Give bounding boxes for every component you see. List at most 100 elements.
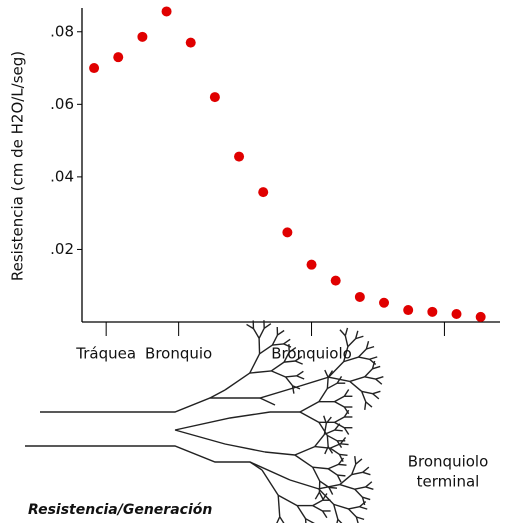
branch [343, 409, 350, 418]
branch [279, 516, 285, 523]
point [89, 63, 100, 74]
branch [314, 445, 331, 449]
branch [343, 406, 350, 415]
y-tick-label: .08 [50, 22, 74, 40]
branch [338, 454, 344, 462]
branch [366, 345, 375, 350]
branch [351, 463, 357, 475]
branch [365, 341, 370, 350]
branch [327, 434, 338, 442]
branch [299, 411, 320, 423]
branch [361, 497, 366, 506]
branch [358, 356, 370, 360]
branch [339, 474, 353, 486]
branch [323, 415, 327, 424]
branch [334, 395, 345, 403]
branch [347, 338, 357, 348]
branch [252, 328, 260, 339]
branch [314, 491, 321, 500]
branch [291, 385, 295, 394]
branch [343, 389, 350, 397]
branch [333, 503, 349, 510]
branch [312, 504, 323, 512]
branch [294, 454, 314, 468]
point [137, 31, 148, 42]
point [209, 92, 220, 103]
branch [312, 466, 321, 482]
branch [372, 393, 380, 400]
branch [294, 360, 303, 365]
branch [354, 488, 363, 498]
branch [296, 375, 305, 380]
branch [365, 401, 373, 408]
point [306, 259, 317, 270]
branch [358, 348, 367, 358]
airway-branches [224, 320, 384, 523]
point [475, 311, 486, 322]
annotation: terminal [417, 473, 480, 491]
branch [283, 351, 290, 363]
branch [312, 499, 323, 507]
x-tick-label: Tráquea [75, 345, 136, 363]
branch [362, 466, 370, 473]
branch [364, 376, 376, 380]
branch [365, 481, 373, 488]
branch [328, 486, 338, 489]
branch [261, 469, 279, 496]
branch [292, 385, 301, 390]
point [403, 305, 414, 316]
branch [364, 401, 367, 410]
point [234, 151, 245, 162]
point [161, 6, 172, 17]
branch [321, 493, 328, 501]
branch [299, 401, 320, 413]
branch [276, 516, 281, 523]
branch [246, 323, 254, 330]
branch [314, 433, 325, 448]
branch [277, 495, 281, 517]
branch [327, 370, 334, 378]
branch [334, 401, 345, 408]
branch [362, 471, 371, 476]
branch [277, 494, 298, 507]
branch [361, 390, 373, 395]
branch [258, 327, 265, 339]
point [427, 306, 438, 317]
branch [318, 483, 340, 490]
point [282, 227, 293, 238]
branch [324, 429, 335, 436]
branch [336, 376, 343, 384]
branch [359, 501, 367, 508]
branch [326, 377, 329, 389]
branch [333, 504, 339, 520]
branch [296, 370, 304, 377]
branch [272, 343, 284, 346]
branch [369, 356, 378, 360]
branch [372, 365, 381, 370]
point [354, 291, 365, 302]
branch [327, 382, 338, 390]
branch [284, 360, 296, 363]
branch [351, 471, 363, 476]
branch [339, 483, 355, 490]
branch [329, 443, 341, 449]
branch [375, 376, 384, 380]
branch [355, 335, 364, 340]
branch [249, 353, 261, 374]
branch [304, 518, 307, 523]
branch [323, 423, 328, 435]
branch [339, 329, 346, 337]
branch [283, 343, 292, 348]
branch [249, 370, 272, 374]
point [113, 52, 124, 63]
point [379, 297, 390, 308]
branch [344, 327, 349, 336]
branch [354, 330, 359, 339]
branch [318, 388, 328, 403]
branch [312, 466, 329, 470]
branch [337, 457, 345, 465]
branch [327, 463, 339, 470]
branch [329, 447, 340, 456]
branch [288, 347, 297, 353]
